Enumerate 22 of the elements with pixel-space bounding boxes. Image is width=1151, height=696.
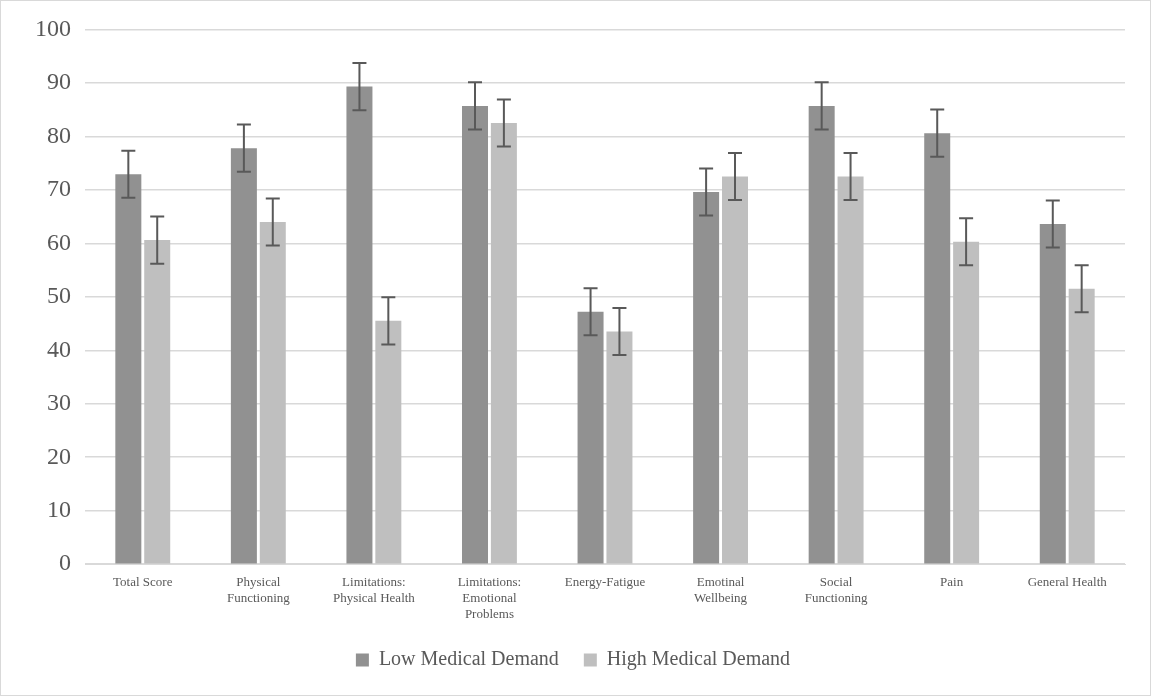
legend-label: Low Medical Demand <box>378 647 559 670</box>
x-tick-label: Limitations: Emotional Problems <box>457 574 522 621</box>
y-tick-label: 100 <box>35 14 71 41</box>
y-tick-label: 60 <box>47 228 71 255</box>
x-tick-label: Total Score <box>113 574 173 590</box>
x-tick-label: Pain <box>940 574 964 590</box>
y-tick-label: 70 <box>47 175 71 202</box>
y-tick-label: 40 <box>47 335 71 362</box>
x-tick-label: Social Functioning <box>804 574 869 606</box>
y-tick-label: 50 <box>47 282 71 309</box>
legend-label: High Medical Demand <box>606 647 791 671</box>
y-tick-label: 30 <box>47 389 71 416</box>
y-tick-label: 80 <box>47 121 71 148</box>
y-tick-label: 20 <box>47 442 71 469</box>
x-tick-label: Emotinal Wellbeing <box>694 574 748 606</box>
x-tick-label: Energy-Fatigue <box>564 574 646 590</box>
x-tick-label: General Health <box>1027 574 1108 590</box>
y-tick-label: 90 <box>47 68 71 95</box>
x-tick-label: Limitations: Physical Health <box>332 574 416 606</box>
y-tick-label: 10 <box>47 496 71 523</box>
x-tick-label: Physical Functioning <box>226 574 291 606</box>
y-tick-label: 0 <box>59 549 71 576</box>
